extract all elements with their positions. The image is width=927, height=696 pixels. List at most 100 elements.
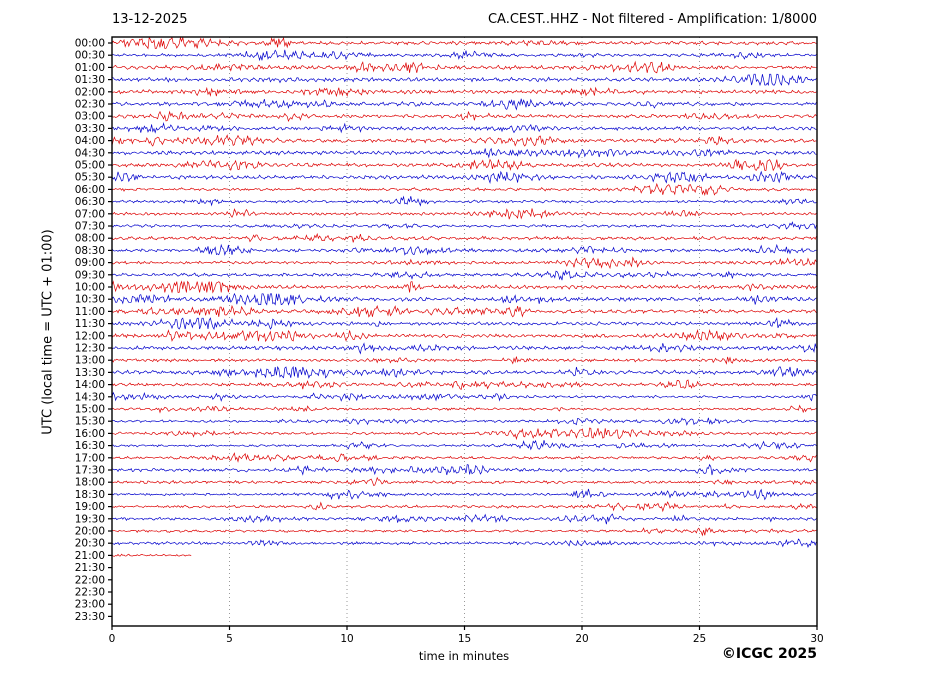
seismic-trace-0800 — [111, 232, 817, 243]
y-tick-label: 21:00 — [75, 550, 105, 562]
seismic-trace-1700 — [111, 452, 817, 463]
seismic-trace-1530 — [111, 417, 817, 426]
seismic-trace-1100 — [111, 304, 817, 318]
y-tick-label: 08:30 — [75, 245, 105, 257]
y-tick-label: 14:00 — [75, 379, 105, 391]
x-tick-label: 5 — [226, 633, 233, 645]
x-tick-label: 20 — [575, 633, 588, 645]
seismic-trace-0130 — [111, 73, 817, 87]
seismic-trace-1030 — [111, 292, 817, 306]
x-axis-label: time in minutes — [418, 649, 510, 663]
seismic-trace-0300 — [111, 110, 817, 123]
seismic-trace-1200 — [111, 329, 817, 343]
seismic-trace-0600 — [111, 182, 817, 197]
y-tick-label: 13:00 — [75, 355, 105, 367]
y-tick-label: 12:30 — [75, 343, 105, 355]
y-tick-label: 10:30 — [75, 294, 105, 306]
seismic-trace-0100 — [111, 60, 817, 74]
copyright-text: ©ICGC 2025 — [721, 646, 817, 662]
seismic-trace-1730 — [111, 463, 817, 476]
seismic-trace-0430 — [111, 147, 817, 159]
x-tick-label: 15 — [458, 633, 471, 645]
y-tick-label: 11:30 — [75, 318, 105, 330]
x-tick-label: 0 — [109, 633, 116, 645]
seismic-trace-1000 — [111, 280, 817, 294]
y-tick-label: 07:00 — [75, 208, 105, 220]
y-tick-label: 11:00 — [75, 306, 105, 318]
seismic-trace-2000 — [111, 527, 817, 537]
seismic-trace-0900 — [111, 256, 817, 270]
y-tick-label: 15:00 — [75, 404, 105, 416]
y-tick-label: 06:30 — [75, 196, 105, 208]
y-tick-label: 09:00 — [75, 257, 105, 269]
seismic-trace-0530 — [111, 170, 817, 184]
y-tick-label: 09:30 — [75, 269, 105, 281]
y-tick-label: 04:00 — [75, 135, 105, 147]
y-tick-label: 17:30 — [75, 465, 105, 477]
y-tick-label: 23:30 — [75, 611, 105, 623]
seismic-trace-1830 — [111, 488, 817, 501]
x-tick-label: 30 — [810, 633, 823, 645]
seismic-trace-0200 — [111, 86, 817, 98]
y-tick-label: 05:30 — [75, 172, 105, 184]
y-tick-label: 01:30 — [75, 74, 105, 86]
plot-border — [111, 36, 818, 627]
date-title: 13-12-2025 — [112, 12, 188, 27]
y-tick-label: 08:00 — [75, 233, 105, 245]
seismic-trace-1400 — [111, 379, 817, 391]
y-tick-label: 02:30 — [75, 99, 105, 111]
seismic-trace-0030 — [111, 49, 817, 62]
y-tick-label: 00:30 — [75, 50, 105, 62]
seismic-trace-0930 — [111, 269, 817, 281]
y-tick-label: 22:00 — [75, 574, 105, 586]
y-tick-label: 14:30 — [75, 391, 105, 403]
seismic-trace-1230 — [111, 342, 817, 355]
y-tick-label: 12:00 — [75, 330, 105, 342]
y-tick-label: 03:30 — [75, 123, 105, 135]
y-tick-label: 06:00 — [75, 184, 105, 196]
seismic-trace-0830 — [111, 243, 817, 256]
y-tick-label: 22:30 — [75, 587, 105, 599]
seismic-trace-1600 — [111, 427, 817, 441]
y-tick-label: 20:30 — [75, 538, 105, 550]
seismic-trace-0630 — [111, 195, 817, 207]
y-tick-label: 23:00 — [75, 599, 105, 611]
seismic-trace-1330 — [111, 365, 817, 379]
y-tick-label: 16:30 — [75, 440, 105, 452]
y-tick-label: 18:30 — [75, 489, 105, 501]
y-tick-label: 16:00 — [75, 428, 105, 440]
x-tick-label: 10 — [340, 633, 353, 645]
y-tick-label: 15:30 — [75, 416, 105, 428]
y-tick-label: 05:00 — [75, 160, 105, 172]
seismic-trace-0730 — [111, 221, 817, 231]
y-tick-label: 13:30 — [75, 367, 105, 379]
seismic-trace-1630 — [111, 439, 817, 451]
seismic-trace-2100 — [111, 553, 192, 557]
y-tick-label: 03:00 — [75, 111, 105, 123]
y-tick-label: 10:00 — [75, 282, 105, 294]
y-tick-label: 02:00 — [75, 86, 105, 98]
seismic-trace-0230 — [111, 98, 817, 111]
y-tick-label: 19:30 — [75, 513, 105, 525]
y-tick-label: 20:00 — [75, 526, 105, 538]
y-tick-label: 18:00 — [75, 477, 105, 489]
y-tick-label: 04:30 — [75, 147, 105, 159]
x-tick-label: 25 — [693, 633, 706, 645]
y-tick-label: 17:00 — [75, 452, 105, 464]
seismic-trace-1900 — [111, 501, 817, 513]
y-tick-label: 01:00 — [75, 62, 105, 74]
seismic-trace-1500 — [111, 404, 817, 414]
seismic-trace-1130 — [111, 316, 817, 330]
station-title: CA.CEST..HHZ - Not filtered - Amplificat… — [487, 12, 817, 27]
seismic-trace-1930 — [111, 513, 817, 525]
seismic-trace-1800 — [111, 476, 817, 486]
y-tick-label: 19:00 — [75, 501, 105, 513]
seismic-trace-0500 — [111, 158, 817, 172]
seismic-trace-1300 — [111, 356, 817, 365]
seismic-trace-0000 — [111, 36, 817, 50]
seismic-trace-0700 — [111, 208, 817, 220]
seismic-trace-2030 — [111, 538, 817, 548]
seismic-trace-0400 — [111, 134, 817, 147]
